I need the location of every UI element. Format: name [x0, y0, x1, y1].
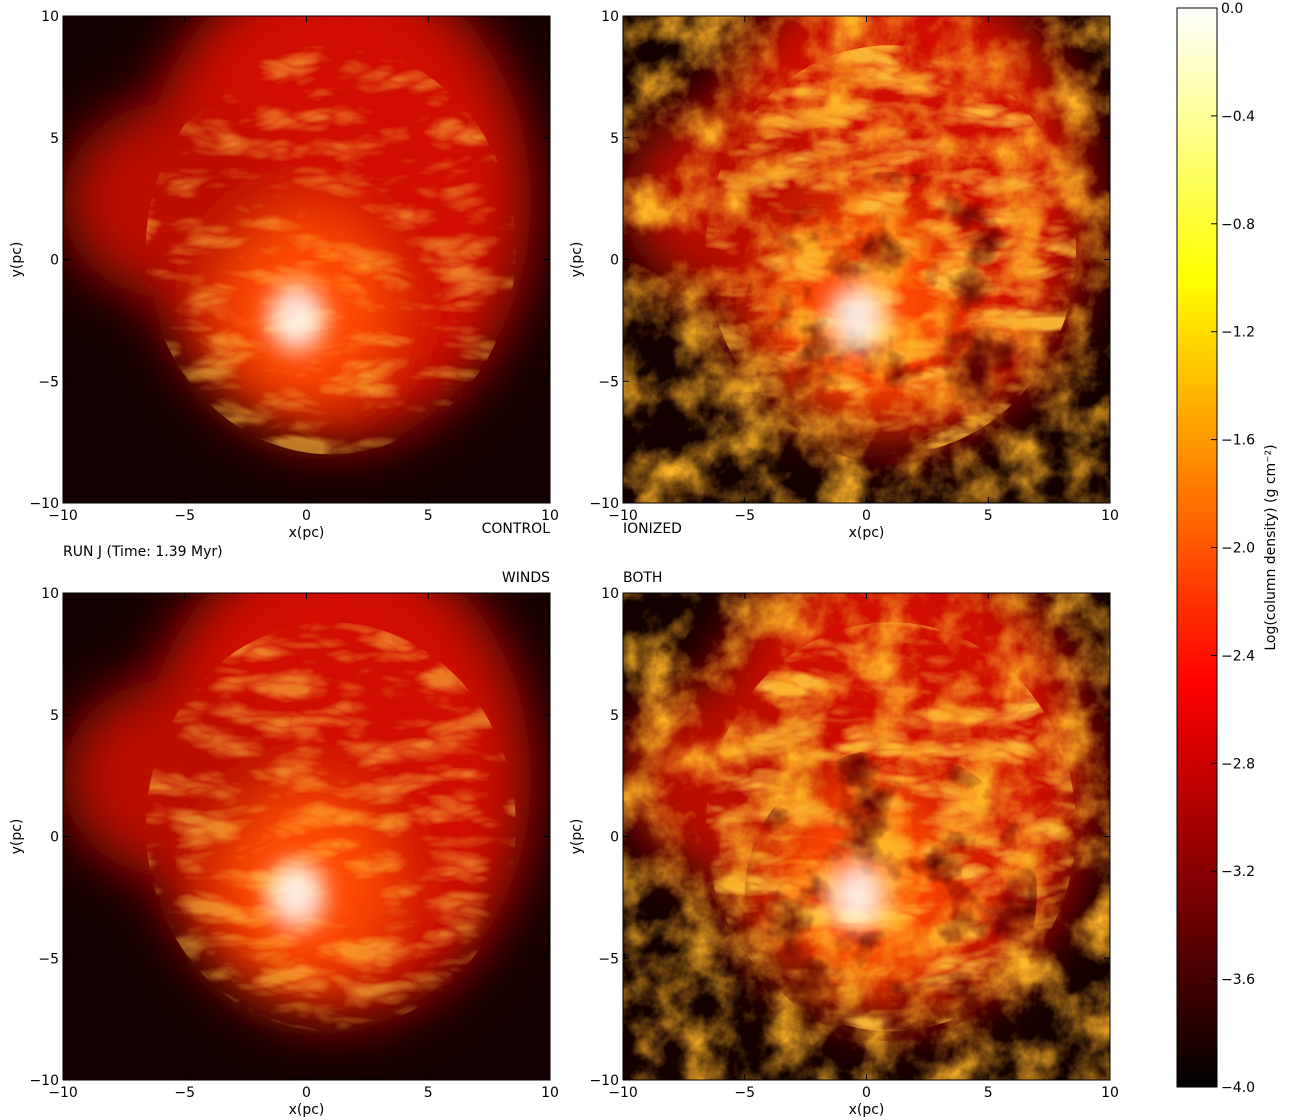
y-tick-label: −10 — [589, 1073, 619, 1089]
cluster-glow — [267, 283, 326, 353]
y-tick-label: 5 — [50, 708, 59, 724]
y-tick-label: 5 — [50, 131, 59, 147]
y-axis-label: y(pc) — [569, 819, 585, 855]
filaments — [145, 622, 516, 1032]
y-axis-label: y(pc) — [9, 819, 25, 855]
x-tick-label: −10 — [48, 508, 78, 524]
cavity-region — [744, 171, 1037, 465]
colorbar-tick-label: −2.8 — [1221, 756, 1255, 772]
x-tick-label: 5 — [984, 1085, 993, 1101]
y-tick-label: 10 — [41, 9, 59, 25]
density-map — [63, 16, 550, 503]
colorbar-tick-label: −1.6 — [1221, 433, 1255, 449]
x-axis-label: x(pc) — [289, 1102, 325, 1118]
y-tick-label: 10 — [41, 586, 59, 602]
y-tick-label: 0 — [610, 253, 619, 269]
x-tick-label: 10 — [1101, 508, 1119, 524]
y-tick-label: −10 — [29, 1073, 59, 1089]
panel-label: CONTROL — [482, 521, 551, 537]
cluster-glow — [267, 860, 326, 930]
y-tick-label: −10 — [589, 496, 619, 512]
filament-region — [145, 622, 516, 1032]
colorbar-label: Log(column density) (g cm⁻²) — [1263, 444, 1279, 650]
x-tick-label: 5 — [424, 508, 433, 524]
y-tick-label: 0 — [50, 253, 59, 269]
annotation: RUN J (Time: 1.39 Myr) — [63, 544, 223, 560]
density-map — [623, 16, 1110, 503]
x-tick-label: −5 — [734, 1085, 755, 1101]
colorbar-tick-label: −3.6 — [1221, 972, 1255, 988]
y-tick-label: −5 — [38, 374, 59, 390]
cavities — [744, 748, 1037, 1042]
colorbar-tick-label: −2.4 — [1221, 648, 1255, 664]
x-tick-label: −10 — [608, 1085, 638, 1101]
x-tick-label: 10 — [541, 508, 559, 524]
panel-label: BOTH — [623, 570, 662, 586]
density-map — [63, 593, 550, 1080]
colorbar-tick-label: −2.0 — [1221, 541, 1255, 557]
filament-region — [145, 45, 516, 455]
colorbar-tick-label: −0.8 — [1221, 217, 1255, 233]
y-tick-label: 10 — [601, 9, 619, 25]
x-tick-label: −10 — [48, 1085, 78, 1101]
x-tick-label: 10 — [541, 1085, 559, 1101]
y-tick-label: −5 — [38, 951, 59, 967]
panel-label: IONIZED — [623, 521, 682, 537]
colorbar-tick-label: −0.4 — [1221, 109, 1255, 125]
x-axis-label: x(pc) — [289, 525, 325, 541]
x-tick-label: 5 — [984, 508, 993, 524]
y-tick-label: 0 — [610, 830, 619, 846]
x-tick-label: −5 — [174, 1085, 195, 1101]
y-axis-label: y(pc) — [9, 242, 25, 278]
colorbar-tick-label: −4.0 — [1221, 1080, 1255, 1096]
x-tick-label: 0 — [302, 508, 311, 524]
cluster-glow — [827, 283, 886, 353]
x-tick-label: 10 — [1101, 1085, 1119, 1101]
y-tick-label: 5 — [610, 708, 619, 724]
x-tick-label: 5 — [424, 1085, 433, 1101]
y-tick-label: −10 — [29, 496, 59, 512]
colorbar-tick-label: −3.2 — [1221, 864, 1255, 880]
y-tick-label: 10 — [601, 586, 619, 602]
cluster-glow — [827, 860, 886, 930]
filaments — [145, 45, 516, 455]
x-axis-label: x(pc) — [849, 525, 885, 541]
colorbar-tick-label: −1.2 — [1221, 325, 1255, 341]
y-tick-label: 0 — [50, 830, 59, 846]
x-tick-label: −10 — [608, 508, 638, 524]
x-axis-label: x(pc) — [849, 1102, 885, 1118]
x-tick-label: 0 — [302, 1085, 311, 1101]
x-tick-label: −5 — [734, 508, 755, 524]
colorbar-tick-label: 0.0 — [1221, 1, 1243, 17]
y-axis-label: y(pc) — [569, 242, 585, 278]
x-tick-label: 0 — [862, 1085, 871, 1101]
cavity-region — [744, 748, 1037, 1042]
y-tick-label: −5 — [598, 951, 619, 967]
y-tick-label: −5 — [598, 374, 619, 390]
x-tick-label: 0 — [862, 508, 871, 524]
panel-label: WINDS — [502, 570, 550, 586]
cavities — [744, 171, 1037, 465]
density-map — [623, 593, 1110, 1080]
y-tick-label: 5 — [610, 131, 619, 147]
x-tick-label: −5 — [174, 508, 195, 524]
